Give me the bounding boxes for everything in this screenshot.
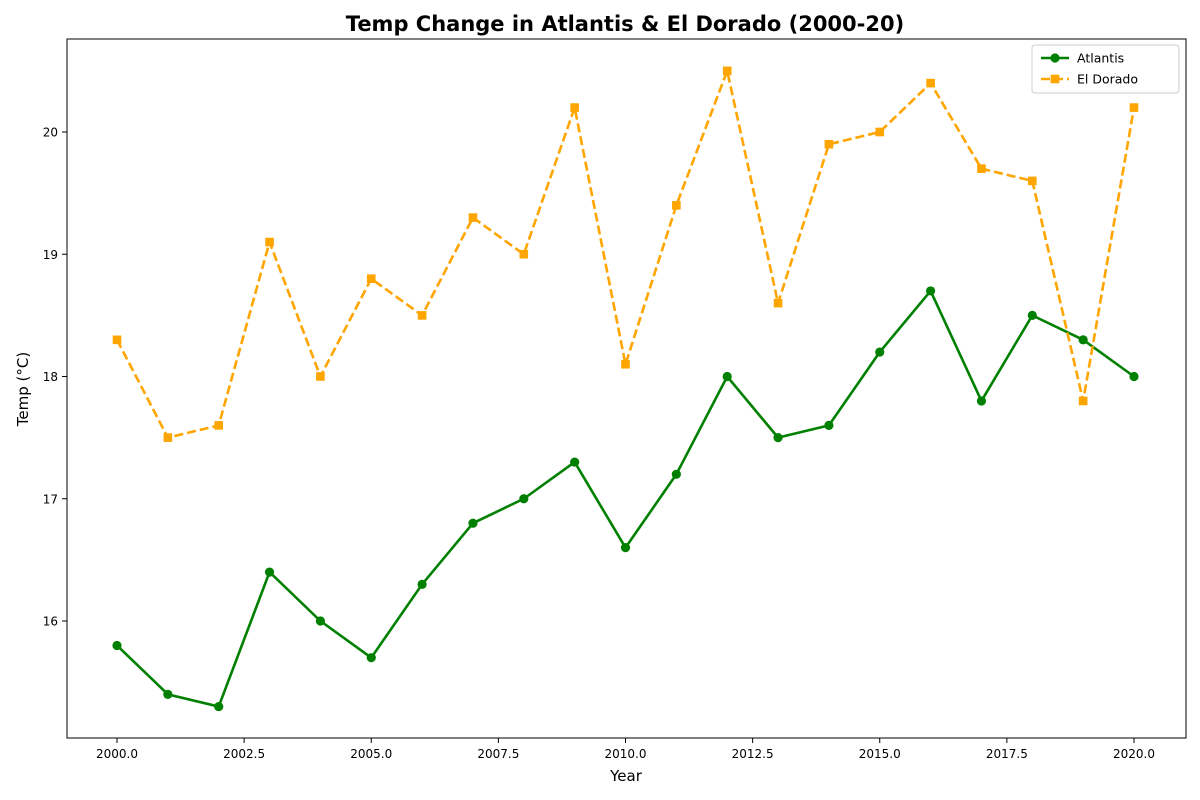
data-point-atlantis	[620, 543, 631, 553]
data-point-atlantis	[315, 616, 325, 626]
legend-label-el-dorado: El Dorado	[1077, 72, 1138, 87]
y-tick-label: 16	[43, 615, 58, 629]
x-tick-label: 2002.5	[223, 747, 265, 761]
y-tick-label: 18	[43, 370, 58, 384]
data-point-atlantis	[519, 494, 529, 504]
data-point-el-dorado	[824, 139, 834, 149]
data-point-atlantis	[163, 689, 173, 699]
data-point-el-dorado	[316, 372, 325, 381]
x-tick-label: 2017.5	[986, 747, 1028, 761]
data-point-el-dorado	[1078, 396, 1088, 406]
data-point-el-dorado	[977, 164, 986, 173]
data-point-el-dorado	[366, 274, 376, 283]
data-point-el-dorado	[1028, 176, 1037, 186]
data-point-atlantis	[824, 420, 834, 430]
x-tick-label: 2020.0	[1113, 747, 1155, 761]
series-line-el-dorado	[115, 69, 1136, 439]
x-tick-label: 2012.5	[732, 747, 774, 761]
data-point-atlantis	[214, 701, 224, 712]
x-tick-label: 2005.0	[350, 747, 392, 761]
plot-area: 2000.0 2002.5 2005.0 2007.5 2010.0 2012.5 2015…	[43, 38, 1187, 761]
data-point-atlantis	[1078, 335, 1088, 345]
data-point-el-dorado	[672, 201, 681, 210]
data-point-el-dorado	[112, 335, 122, 345]
data-point-el-dorado	[875, 127, 885, 137]
data-point-atlantis	[671, 469, 681, 479]
data-point-el-dorado	[1129, 103, 1139, 112]
data-point-atlantis	[976, 396, 987, 406]
x-tick-label: 2000.0	[96, 747, 138, 761]
data-point-el-dorado	[722, 66, 732, 76]
x-tick-label: 2015.0	[859, 747, 901, 761]
data-point-atlantis	[570, 457, 580, 467]
data-point-el-dorado	[265, 237, 274, 247]
legend: Atlantis El Dorado	[1031, 44, 1180, 94]
y-tick-label: 17	[43, 492, 58, 506]
legend-label-atlantis: Atlantis	[1077, 51, 1124, 66]
data-point-atlantis	[112, 640, 122, 651]
legend-marker-el-dorado	[1050, 74, 1060, 84]
data-point-atlantis	[1027, 310, 1037, 320]
data-point-atlantis	[875, 347, 885, 357]
series-line-atlantis	[116, 289, 1135, 708]
data-point-atlantis	[1129, 371, 1139, 382]
legend-marker-atlantis	[1050, 53, 1060, 63]
data-point-el-dorado	[163, 433, 173, 442]
data-point-atlantis	[926, 286, 936, 296]
data-point-el-dorado	[570, 103, 579, 112]
data-point-atlantis	[264, 567, 275, 577]
x-axis-label: Year	[609, 767, 643, 785]
y-tick-label: 20	[43, 126, 58, 140]
data-point-atlantis	[366, 653, 376, 663]
x-tick-label: 2010.0	[605, 747, 647, 761]
y-tick-label: 19	[43, 248, 58, 262]
data-point-el-dorado	[468, 213, 478, 222]
data-point-el-dorado	[519, 249, 529, 259]
data-point-atlantis	[417, 579, 427, 589]
data-point-el-dorado	[926, 78, 935, 88]
data-point-el-dorado	[417, 311, 427, 320]
data-point-atlantis	[722, 371, 732, 382]
plot-frame	[66, 38, 1187, 739]
data-point-atlantis	[468, 518, 478, 528]
data-point-el-dorado	[773, 298, 783, 308]
data-point-el-dorado	[621, 359, 630, 369]
y-axis-label: Temp (°C)	[14, 352, 32, 427]
x-tick-label: 2007.5	[477, 747, 519, 761]
data-point-atlantis	[773, 433, 783, 443]
data-point-el-dorado	[214, 421, 223, 430]
chart-title: Temp Change in Atlantis & El Dorado (200…	[346, 12, 904, 36]
